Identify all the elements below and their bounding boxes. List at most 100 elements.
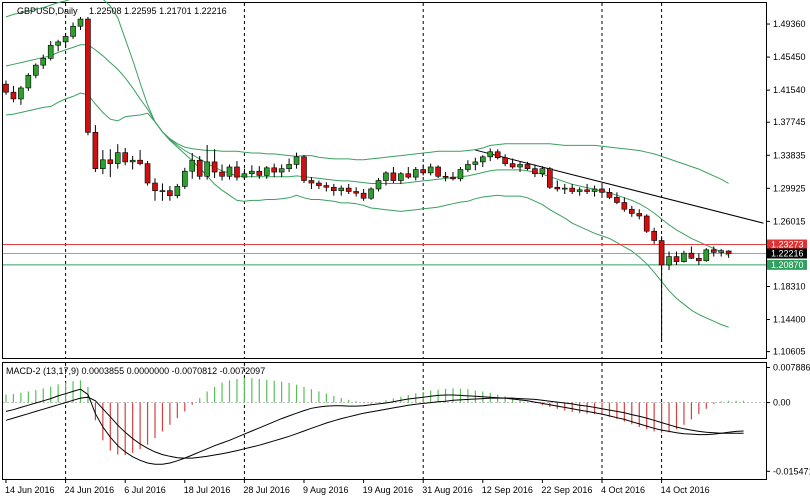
candle xyxy=(561,183,568,195)
macd-panel-frame xyxy=(2,362,767,480)
red-level-marker: 1.23273 xyxy=(767,239,807,250)
candle xyxy=(412,166,419,181)
bull-candle-body xyxy=(55,41,61,46)
macd-main-line xyxy=(5,388,744,465)
bull-candle-body xyxy=(591,188,598,192)
bull-candle-body xyxy=(182,170,188,187)
bull-candle-body xyxy=(576,189,583,192)
date-tick-label: 14 Oct 2016 xyxy=(661,485,710,495)
candle xyxy=(114,144,121,169)
bull-candle-body xyxy=(70,25,76,37)
macd-label: MACD-2 (13,17,9) 0.0003855 0.0000000 -0.… xyxy=(6,366,265,376)
candle xyxy=(85,16,91,136)
price-level-lines xyxy=(3,244,766,266)
candle xyxy=(457,166,464,182)
candle xyxy=(249,165,255,178)
candle xyxy=(606,188,613,200)
bull-candle-body xyxy=(718,250,725,253)
candle xyxy=(316,180,322,189)
price-tick-label: 1.18310 xyxy=(773,281,806,291)
bear-candle-body xyxy=(599,188,605,193)
price-tick-label: 1.37745 xyxy=(773,117,806,127)
bear-candle-body xyxy=(390,172,397,181)
bear-candle-body xyxy=(420,169,427,174)
candle xyxy=(554,180,561,192)
macd-panel[interactable]: 0.0078864 0.00 -0.0154718 MACD-2 (13,17,9)… xyxy=(2,362,810,480)
bull-candle-body xyxy=(18,87,24,100)
candle xyxy=(539,166,546,178)
bear-candle-body xyxy=(234,166,240,178)
bull-candle-body xyxy=(204,161,210,177)
date-tick-label: 19 Aug 2016 xyxy=(363,485,414,495)
date-axis: 14 Jun 2016 24 Jun 2016 6 Jul 2016 18 Jul 2… xyxy=(5,479,710,495)
bear-candle-body xyxy=(152,182,158,191)
candle xyxy=(122,147,128,166)
candle xyxy=(345,183,352,195)
date-tick-label: 22 Sep 2016 xyxy=(541,485,592,495)
bull-candle-body xyxy=(293,156,300,165)
candle xyxy=(420,164,427,176)
candle xyxy=(182,167,188,189)
bull-candle-body xyxy=(427,166,434,174)
candle xyxy=(226,164,233,180)
bear-candle-body xyxy=(330,186,337,191)
candle xyxy=(360,188,367,201)
bollinger-upper-line xyxy=(5,0,729,184)
candle xyxy=(517,161,523,173)
bear-candle-body xyxy=(85,18,91,133)
date-tick-label: 4 Oct 2016 xyxy=(601,485,645,495)
price-tick-label: 1.49360 xyxy=(773,19,806,29)
bear-candle-body xyxy=(353,191,359,194)
date-tick-label: 31 Aug 2016 xyxy=(422,485,473,495)
candle xyxy=(435,165,441,178)
candlesticks[interactable] xyxy=(3,16,732,342)
bear-candle-body xyxy=(658,240,665,266)
candle xyxy=(167,185,173,201)
price-tick-label: 1.29925 xyxy=(773,183,806,193)
bear-candle-body xyxy=(308,180,315,184)
bull-candle-body xyxy=(487,151,494,158)
bull-candle-body xyxy=(472,161,479,165)
macd-tick-label: -0.0154718 xyxy=(773,466,810,476)
date-tick-label: 24 Jun 2016 xyxy=(65,485,115,495)
bear-candle-body xyxy=(710,249,717,253)
candle xyxy=(725,250,732,258)
bull-candle-body xyxy=(539,168,546,175)
bull-candle-body xyxy=(479,156,486,163)
bear-candle-body xyxy=(628,208,635,214)
price-tick-label: 1.10605 xyxy=(773,347,806,357)
bull-candle-body xyxy=(383,172,389,181)
price-tick-label: 1.41540 xyxy=(773,85,806,95)
candle xyxy=(368,187,374,200)
candle xyxy=(487,148,494,162)
bull-candle-body xyxy=(62,36,69,43)
red-level-marker-box xyxy=(767,239,807,250)
price-tick-label: 1.33835 xyxy=(773,150,806,160)
candle xyxy=(569,183,576,195)
bear-candle-body xyxy=(651,230,657,241)
candle xyxy=(658,236,665,342)
green-level-marker-box xyxy=(767,259,807,270)
price-panel[interactable]: 1.49360 1.45450 1.41540 1.37745 1.33835 1.299… xyxy=(2,0,806,359)
candle xyxy=(628,205,635,217)
candle xyxy=(636,209,643,220)
bull-candle-body xyxy=(189,159,196,172)
price-tick-label: 1.26015 xyxy=(773,216,806,226)
bear-candle-body xyxy=(547,168,553,188)
candle xyxy=(32,63,39,79)
date-tick-label: 6 Jul 2016 xyxy=(124,485,166,495)
bear-candle-body xyxy=(554,186,561,190)
candle xyxy=(144,161,151,186)
bear-candle-body xyxy=(643,215,650,232)
bear-candle-body xyxy=(122,152,128,163)
bear-candle-body xyxy=(271,167,278,173)
bear-candle-body xyxy=(614,197,620,203)
bear-candle-body xyxy=(360,192,367,199)
bear-candle-body xyxy=(725,250,732,254)
candle xyxy=(18,86,24,105)
bear-candle-body xyxy=(621,202,628,210)
bear-candle-body xyxy=(405,173,412,178)
candle xyxy=(70,22,76,39)
